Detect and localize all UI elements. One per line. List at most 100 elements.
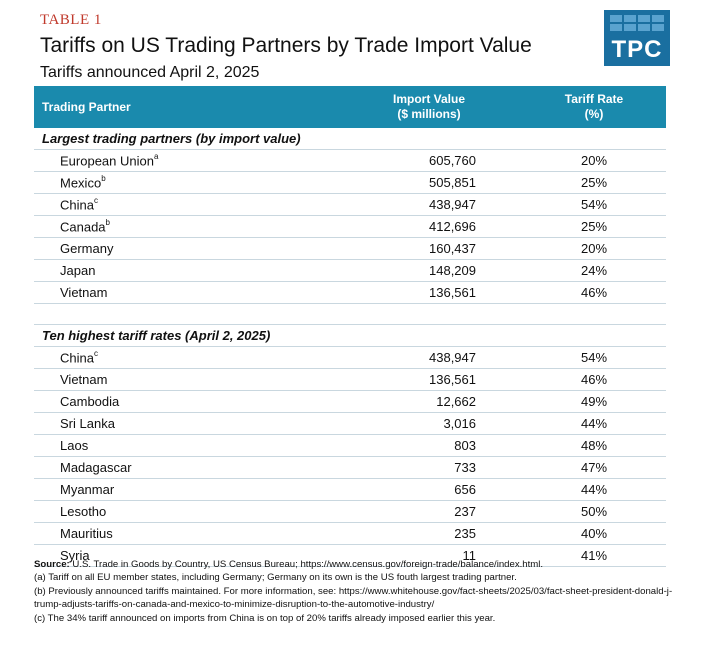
source-note: Source: U.S. Trade in Goods by Country, … bbox=[34, 558, 674, 571]
tariff-rate: 20% bbox=[580, 241, 608, 256]
table-row: Madagascar 733 47% bbox=[34, 457, 666, 479]
partner-name-text: Syria bbox=[60, 548, 90, 563]
partner-name: Lesotho bbox=[60, 504, 106, 519]
section-heading: Largest trading partners (by import valu… bbox=[42, 131, 301, 146]
partner-name: Sri Lanka bbox=[60, 416, 115, 431]
import-value: 11 bbox=[462, 548, 477, 563]
table-row: European Uniona 605,760 20% bbox=[34, 150, 666, 172]
table-row: Cambodia 12,662 49% bbox=[34, 391, 666, 413]
partner-name-text: Mauritius bbox=[60, 526, 113, 541]
table-row: Mauritius 235 40% bbox=[34, 523, 666, 545]
tariff-rate: 44% bbox=[580, 482, 608, 497]
partner-name: Chinac bbox=[60, 349, 98, 366]
partner-name-text: Vietnam bbox=[60, 285, 108, 300]
column-header-import-line2: ($ millions) bbox=[397, 107, 461, 121]
tariff-rate: 54% bbox=[580, 350, 608, 365]
table-row: Sri Lanka 3,016 44% bbox=[34, 413, 666, 435]
logo-grid-icon bbox=[610, 15, 664, 33]
import-value: 136,561 bbox=[429, 285, 476, 300]
import-value: 438,947 bbox=[429, 197, 476, 212]
tariff-table: Trading Partner Import Value ($ millions… bbox=[34, 86, 666, 567]
import-value: 148,209 bbox=[429, 263, 476, 278]
source-label: Source: bbox=[34, 559, 70, 570]
import-value: 803 bbox=[454, 438, 476, 453]
partner-name-text: European Union bbox=[60, 153, 154, 169]
import-value: 412,696 bbox=[429, 219, 476, 234]
partner-name: Cambodia bbox=[60, 394, 119, 409]
table-row: Canadab 412,696 25% bbox=[34, 216, 666, 238]
partner-name: Laos bbox=[60, 438, 88, 453]
partner-name: Vietnam bbox=[60, 372, 107, 387]
footnote-marker: b bbox=[101, 174, 106, 183]
partner-name: Mauritius bbox=[60, 526, 113, 541]
import-value: 438,947 bbox=[429, 350, 476, 365]
section-heading: Ten highest tariff rates (April 2, 2025) bbox=[42, 328, 271, 343]
partner-name: Chinac bbox=[60, 196, 98, 213]
footnotes: Source: U.S. Trade in Goods by Country, … bbox=[34, 558, 674, 625]
partner-name-text: Sri Lanka bbox=[60, 416, 115, 431]
tariff-rate: 24% bbox=[580, 263, 608, 278]
tariff-rate: 54% bbox=[580, 197, 608, 212]
table-header: Trading Partner Import Value ($ millions… bbox=[34, 86, 666, 128]
table-body: Largest trading partners (by import valu… bbox=[34, 128, 666, 567]
import-value: 656 bbox=[454, 482, 476, 497]
footnote-marker: c bbox=[93, 349, 98, 358]
tariff-rate: 48% bbox=[580, 438, 608, 453]
column-header-tariff-line1: Tariff Rate bbox=[564, 92, 624, 106]
import-value: 605,760 bbox=[429, 153, 476, 168]
table-row: Syria 11 41% bbox=[34, 545, 666, 567]
partner-name-text: Laos bbox=[60, 438, 89, 453]
partner-name: Myanmar bbox=[60, 482, 114, 497]
tariff-rate: 47% bbox=[580, 460, 608, 475]
import-value: 505,851 bbox=[429, 175, 476, 190]
import-value: 237 bbox=[454, 504, 476, 519]
table-row: Lesotho 237 50% bbox=[34, 501, 666, 523]
tariff-rate: 44% bbox=[580, 416, 608, 431]
logo-text: TPC bbox=[611, 36, 663, 63]
partner-name-text: Lesotho bbox=[60, 504, 107, 519]
partner-name: European Uniona bbox=[60, 152, 158, 169]
table-row: Japan 148,209 24% bbox=[34, 260, 666, 282]
footnote-marker: b bbox=[105, 218, 110, 227]
tariff-rate: 25% bbox=[580, 219, 608, 234]
partner-name-text: Myanmar bbox=[60, 482, 115, 497]
partner-name-text: Vietnam bbox=[60, 372, 108, 387]
import-value: 160,437 bbox=[429, 241, 476, 256]
tariff-rate: 50% bbox=[580, 504, 608, 519]
partner-name-text: China bbox=[60, 197, 94, 213]
table-row: Myanmar 656 44% bbox=[34, 479, 666, 501]
partner-name: Germany bbox=[60, 241, 113, 256]
table-row: Laos 803 48% bbox=[34, 435, 666, 457]
partner-name-text: Mexico bbox=[60, 175, 102, 191]
footnote-a: (a) Tariff on all EU member states, incl… bbox=[34, 572, 517, 584]
column-header-tariff-line2: (%) bbox=[584, 107, 604, 121]
footnote-b: (b) Previously announced tariffs maintai… bbox=[34, 585, 673, 611]
footnote-c: (c) The 34% tariff announced on imports … bbox=[34, 612, 496, 624]
table-row: Vietnam 136,561 46% bbox=[34, 282, 666, 304]
spacer-row bbox=[34, 304, 666, 325]
import-value: 136,561 bbox=[429, 372, 476, 387]
import-value: 3,016 bbox=[443, 416, 476, 431]
import-value: 12,662 bbox=[436, 394, 476, 409]
column-header-import: Import Value ($ millions) bbox=[374, 92, 484, 122]
tariff-rate: 41% bbox=[580, 548, 608, 563]
partner-name-text: Canada bbox=[60, 219, 106, 235]
partner-name-text: China bbox=[60, 350, 94, 366]
partner-name-text: Germany bbox=[60, 241, 114, 256]
section-heading-row: Largest trading partners (by import valu… bbox=[34, 128, 666, 150]
partner-name-text: Madagascar bbox=[60, 460, 132, 475]
column-header-partner: Trading Partner bbox=[42, 100, 131, 114]
table-row: Germany 160,437 20% bbox=[34, 238, 666, 260]
tariff-rate: 25% bbox=[580, 175, 608, 190]
footnote-marker: c bbox=[93, 196, 98, 205]
tariff-rate: 46% bbox=[580, 372, 608, 387]
partner-name: Madagascar bbox=[60, 460, 132, 475]
table-row: Chinac 438,947 54% bbox=[34, 347, 666, 369]
tariff-rate: 40% bbox=[580, 526, 608, 541]
import-value: 733 bbox=[454, 460, 476, 475]
tpc-logo: TPC bbox=[604, 10, 670, 66]
partner-name: Japan bbox=[60, 263, 95, 278]
tariff-rate: 46% bbox=[580, 285, 608, 300]
column-header-tariff: Tariff Rate (%) bbox=[544, 92, 644, 122]
page-subtitle: Tariffs announced April 2, 2025 bbox=[40, 64, 260, 81]
